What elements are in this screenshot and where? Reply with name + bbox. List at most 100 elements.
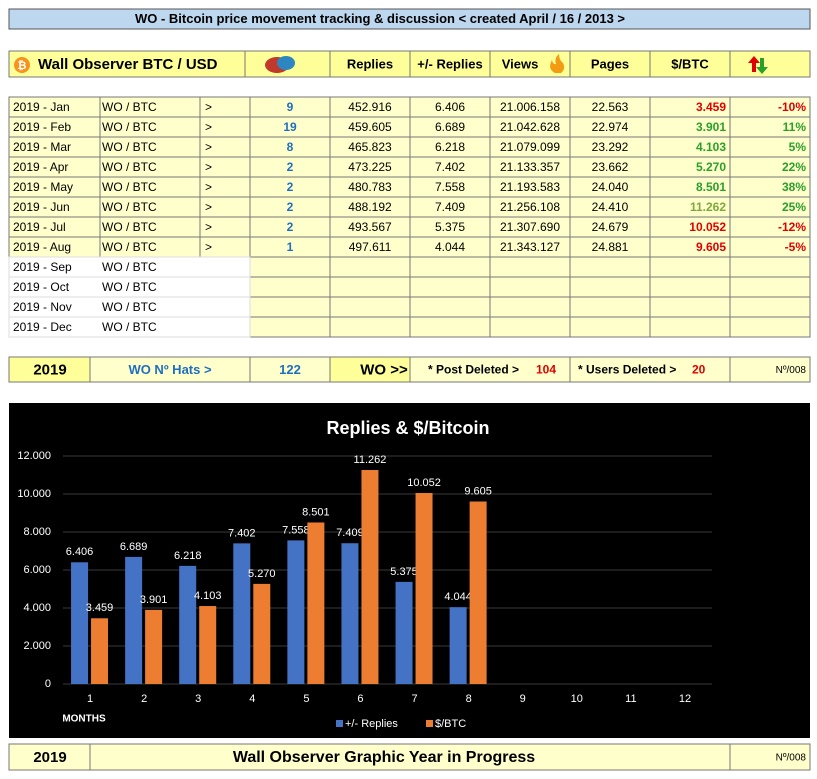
table-cell-text: 1: [287, 240, 294, 254]
table-cell-text: WO / BTC: [102, 220, 157, 234]
table-cell-text: 23.292: [592, 140, 629, 154]
table-cell-text: 8.501: [696, 180, 726, 194]
table-cell-text: WO / BTC: [102, 140, 157, 154]
cell: [649, 296, 731, 318]
title-bar: [8, 8, 811, 30]
cell: [329, 316, 411, 338]
cell: [729, 276, 811, 298]
table-cell-text: 3.459: [696, 100, 726, 114]
y-tick-label: 12.000: [17, 450, 51, 462]
bar: [449, 607, 467, 684]
cell: [8, 743, 91, 771]
table-cell-text: >: [205, 200, 212, 214]
table-cell-text: 2019 - Aug: [13, 240, 71, 254]
bar: [71, 562, 89, 684]
cell: [409, 316, 491, 338]
cell: [249, 316, 331, 338]
wo-label: WO >>: [360, 361, 408, 378]
bar: [199, 606, 217, 684]
table-cell-text: 2019 - Jun: [13, 200, 70, 214]
y-tick-label: 2.000: [23, 640, 51, 652]
cell: [729, 256, 811, 278]
x-tick-label: 10: [571, 693, 583, 705]
table-cell-text: >: [205, 140, 212, 154]
data-label: 3.901: [140, 594, 168, 606]
data-label: 4.103: [194, 590, 222, 602]
cell: [649, 316, 731, 338]
x-tick-label: 5: [303, 693, 309, 705]
fire-icon: [550, 54, 565, 73]
cell: [569, 316, 651, 338]
table-cell-text: 459.605: [348, 120, 392, 134]
down-arrow: [756, 58, 768, 74]
cell: [489, 256, 571, 278]
table-cell-text: WO / BTC: [102, 280, 157, 294]
table-cell-text: >: [205, 120, 212, 134]
users-deleted-label: * Users Deleted >: [578, 363, 676, 377]
table-cell-text: 6.218: [435, 140, 465, 154]
table-cell-text: 21.042.628: [500, 120, 560, 134]
table-cell-text: 4.103: [696, 140, 726, 154]
data-label: 7.558: [282, 524, 310, 536]
cell: [409, 356, 571, 383]
cell: [649, 256, 731, 278]
y-tick-label: 8.000: [23, 526, 51, 538]
post-deleted: 104: [536, 363, 556, 377]
footer-year: 2019: [33, 749, 66, 766]
bar: [91, 618, 109, 684]
cell: [329, 50, 411, 78]
y-tick-label: 10.000: [17, 488, 51, 500]
table-cell-text: 21.006.158: [500, 100, 560, 114]
cell: [489, 296, 571, 318]
footer-code: Nº/008: [776, 753, 807, 764]
table-cell-text: 2019 - Oct: [13, 280, 70, 294]
cell: [329, 256, 411, 278]
cell: [569, 296, 651, 318]
table-cell-text: 2: [287, 220, 294, 234]
x-tick-label: 11: [625, 693, 636, 705]
data-label: 7.409: [336, 527, 364, 539]
table-cell-text: >: [205, 220, 212, 234]
table-cell-text: >: [205, 240, 212, 254]
page-title: WO - Bitcoin price movement tracking & d…: [135, 11, 625, 26]
table-cell-text: 2019 - Nov: [13, 300, 72, 314]
table-cell-text: WO / BTC: [102, 240, 157, 254]
bar: [341, 543, 359, 684]
table-cell-text: >: [205, 160, 212, 174]
table-cell-text: 19: [283, 120, 297, 134]
legend-label: +/- Replies: [345, 718, 398, 730]
table-cell-text: WO / BTC: [102, 120, 157, 134]
column-header: Pages: [591, 56, 629, 71]
table-cell-text: 2019 - Sep: [13, 260, 72, 274]
table-cell-text: WO / BTC: [102, 100, 157, 114]
cell: [729, 743, 811, 771]
table-cell-text: 11.262: [690, 200, 726, 214]
data-label: 4.044: [444, 591, 472, 603]
column-header: Wall Observer BTC / USD: [38, 56, 218, 73]
x-tick-label: 7: [411, 693, 417, 705]
bar: [361, 470, 379, 684]
table-cell-text: 10.052: [689, 220, 726, 234]
bar: [287, 540, 305, 684]
table-cell-text: 2019 - Jul: [13, 220, 66, 234]
x-tick-label: 2: [141, 693, 147, 705]
column-header: Replies: [347, 56, 393, 71]
bar: [125, 556, 143, 684]
table-cell-text: 21.193.583: [500, 180, 560, 194]
table-cell-text: 2: [287, 200, 294, 214]
data-label: 11.262: [354, 454, 387, 466]
data-label: 6.406: [66, 546, 94, 558]
table-cell-text: 452.916: [348, 100, 392, 114]
bar: [233, 543, 251, 684]
cell: [249, 296, 331, 318]
data-label: 5.375: [390, 566, 418, 578]
table-cell-text: 21.079.099: [500, 140, 560, 154]
table-cell-text: >: [205, 100, 212, 114]
table-cell-text: 5%: [789, 140, 807, 154]
bar: [145, 609, 163, 684]
bar: [395, 581, 413, 684]
data-label: 6.218: [174, 550, 202, 562]
data-label: 8.501: [302, 506, 330, 518]
table-cell-text: WO / BTC: [102, 160, 157, 174]
